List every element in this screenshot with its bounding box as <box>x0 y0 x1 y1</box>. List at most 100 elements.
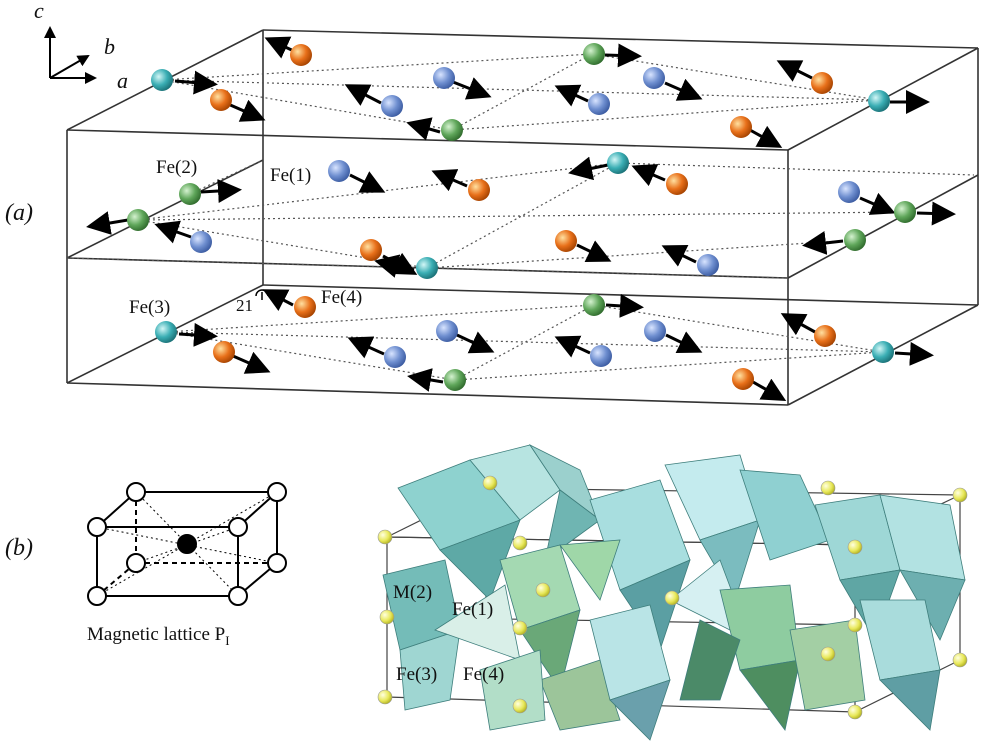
arrow-icon <box>554 84 589 107</box>
panel-a-label: (a) <box>5 200 33 226</box>
fe3-poly-label: Fe(3) <box>396 664 437 685</box>
arrow-icon <box>568 156 609 181</box>
fe2-atom <box>844 229 866 251</box>
fe4-atom <box>811 72 833 94</box>
arrow-icon <box>452 77 492 100</box>
lattice-caption: Magnetic lattice PI <box>87 624 230 648</box>
panel-b-label: (b) <box>5 535 33 561</box>
fe2-atom <box>127 209 149 231</box>
arrow-icon <box>894 341 934 366</box>
spin-arrows <box>86 36 956 401</box>
arrow-icon <box>374 254 415 278</box>
fe4-atom <box>210 89 232 111</box>
arrow-icon <box>604 43 642 68</box>
fe4-atom <box>555 230 577 252</box>
fe4-label: Fe(4) <box>321 287 362 308</box>
dotted-bonds <box>66 53 975 381</box>
axes-indicator <box>44 26 97 84</box>
fe1-atom <box>433 67 455 89</box>
fe1-atom <box>384 346 406 368</box>
fe1-atom <box>328 160 350 182</box>
fe4-poly-label: Fe(4) <box>463 664 504 685</box>
fe3-atom <box>151 69 173 91</box>
arrow-icon <box>154 220 192 244</box>
arrow-icon <box>200 179 242 204</box>
arrow-icon <box>661 245 697 267</box>
axis-b-label: b <box>104 34 115 59</box>
fe3-atom <box>155 321 177 343</box>
fe1-atom <box>190 231 212 253</box>
polyhedral-structure: M(2) Fe(1) Fe(3) Fe(4) <box>377 443 968 741</box>
fe4-atom <box>290 44 312 66</box>
fe1-atom <box>436 320 458 342</box>
fe2-atom <box>894 201 916 223</box>
yellow-atoms <box>377 475 968 720</box>
lattice-nodes <box>87 482 287 606</box>
arrow-icon <box>86 211 129 235</box>
arrow-icon <box>232 351 271 374</box>
arrow-icon <box>605 293 644 318</box>
fe2-atom <box>441 119 463 141</box>
axis-c-label: c <box>34 0 44 23</box>
fe1-atom <box>838 181 860 203</box>
arrow-icon <box>407 368 444 392</box>
arrow-icon <box>347 336 385 359</box>
fe2-atom <box>583 43 605 65</box>
fe3-label: Fe(3) <box>129 297 170 318</box>
fe1-atom <box>644 320 666 342</box>
arrow-icon <box>178 322 218 347</box>
screw-axis-symbol <box>255 289 269 300</box>
fe3-atom <box>416 257 438 279</box>
arrow-icon <box>262 289 294 311</box>
fe3-atom <box>607 152 629 174</box>
fe4-atom <box>468 179 490 201</box>
unit-cell-box <box>66 29 979 406</box>
panel-a: c b a <box>5 0 979 406</box>
fe2-label: Fe(2) <box>156 157 197 178</box>
fe4-atom <box>360 239 382 261</box>
arrow-icon <box>227 99 266 122</box>
arrow-icon <box>344 84 382 106</box>
fe4-atom <box>732 368 754 390</box>
arrow-icon <box>174 70 218 95</box>
arrow-icon <box>554 335 591 358</box>
arrow-icon <box>916 201 956 226</box>
fe1-atom <box>697 254 719 276</box>
arrow-icon <box>859 192 896 215</box>
fe1-atom <box>381 95 403 117</box>
arrow-icon <box>752 378 787 401</box>
arrow-icon <box>776 60 813 82</box>
arrow-icon <box>406 117 441 141</box>
fe3-atom <box>872 341 894 363</box>
m2-label: M(2) <box>393 582 432 603</box>
fe1-label: Fe(1) <box>270 165 311 186</box>
arrow-icon <box>780 313 816 336</box>
arrow-icon <box>431 169 468 192</box>
fe1-atom <box>643 67 665 89</box>
fe2-atom <box>444 369 466 391</box>
fe4-atom <box>814 325 836 347</box>
arrow-icon <box>749 125 783 148</box>
fe1-atom <box>590 345 612 367</box>
fe4-atom <box>730 116 752 138</box>
fe4-atom <box>666 173 688 195</box>
arrow-icon <box>665 331 703 353</box>
arrow-icon <box>576 240 612 262</box>
fe4-atom <box>294 296 316 318</box>
arrow-icon <box>349 171 386 193</box>
arrow-icon <box>456 331 495 354</box>
axis-a-label: a <box>117 68 128 93</box>
arrow-icon <box>664 78 703 101</box>
arrow-icon <box>631 164 666 187</box>
screw-axis-label: 21 <box>236 296 253 315</box>
fe1-poly-label: Fe(1) <box>452 599 493 620</box>
panel-b: (b) <box>5 443 968 741</box>
fe2-atom <box>179 183 201 205</box>
fe4-atom <box>213 341 235 363</box>
atoms <box>127 43 916 391</box>
fe1-atom <box>588 93 610 115</box>
fe3-atom <box>868 90 890 112</box>
arrow-icon <box>802 231 844 255</box>
fe2-atom <box>583 294 605 316</box>
